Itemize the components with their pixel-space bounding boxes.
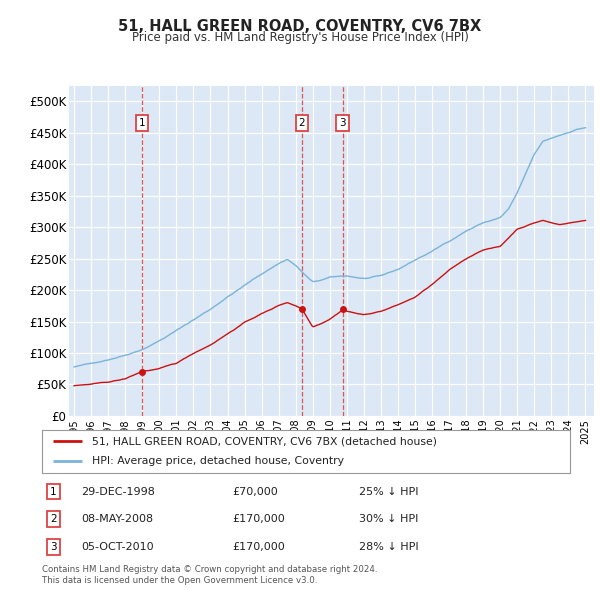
Text: 28% ↓ HPI: 28% ↓ HPI <box>359 542 418 552</box>
Text: £70,000: £70,000 <box>232 487 278 497</box>
Text: Price paid vs. HM Land Registry's House Price Index (HPI): Price paid vs. HM Land Registry's House … <box>131 31 469 44</box>
Text: 1: 1 <box>50 487 57 497</box>
Text: 08-MAY-2008: 08-MAY-2008 <box>82 514 154 524</box>
Text: 30% ↓ HPI: 30% ↓ HPI <box>359 514 418 524</box>
Text: Contains HM Land Registry data © Crown copyright and database right 2024.
This d: Contains HM Land Registry data © Crown c… <box>42 565 377 585</box>
Text: 1: 1 <box>139 117 145 127</box>
Text: 2: 2 <box>50 514 57 524</box>
Text: £170,000: £170,000 <box>232 514 285 524</box>
Text: 3: 3 <box>339 117 346 127</box>
Text: 51, HALL GREEN ROAD, COVENTRY, CV6 7BX (detached house): 51, HALL GREEN ROAD, COVENTRY, CV6 7BX (… <box>92 437 437 446</box>
Text: 2: 2 <box>299 117 305 127</box>
Text: 3: 3 <box>50 542 57 552</box>
Text: 25% ↓ HPI: 25% ↓ HPI <box>359 487 418 497</box>
Text: HPI: Average price, detached house, Coventry: HPI: Average price, detached house, Cove… <box>92 457 344 466</box>
Text: 51, HALL GREEN ROAD, COVENTRY, CV6 7BX: 51, HALL GREEN ROAD, COVENTRY, CV6 7BX <box>118 19 482 34</box>
Text: £170,000: £170,000 <box>232 542 285 552</box>
Text: 05-OCT-2010: 05-OCT-2010 <box>82 542 154 552</box>
Text: 29-DEC-1998: 29-DEC-1998 <box>82 487 155 497</box>
